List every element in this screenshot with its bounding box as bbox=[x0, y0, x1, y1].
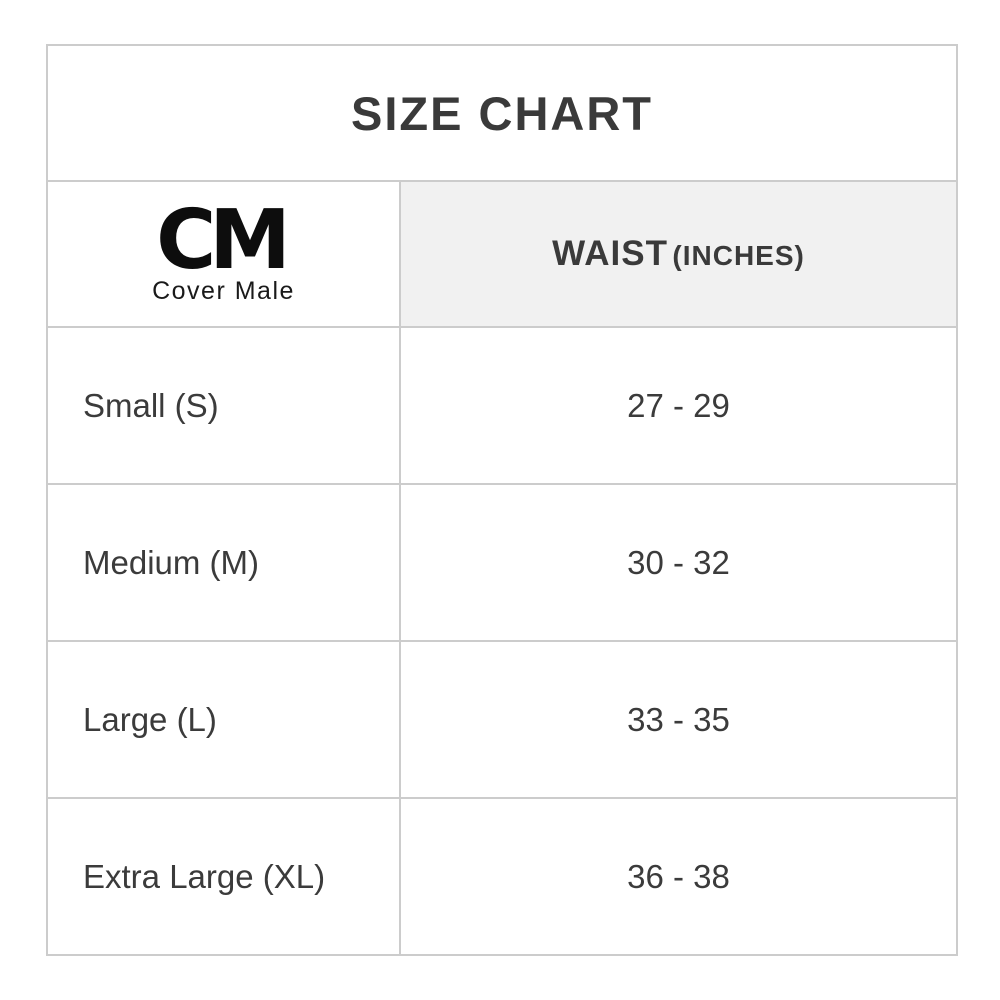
size-label: Large (L) bbox=[46, 640, 401, 799]
table-row: Small (S) 27 - 29 bbox=[46, 326, 958, 485]
table-row: Extra Large (XL) 36 - 38 bbox=[46, 797, 958, 956]
title-row: SIZE CHART bbox=[46, 44, 958, 182]
table-row: Medium (M) 30 - 32 bbox=[46, 483, 958, 642]
size-chart-table: SIZE CHART CM Cover Male WAIST (INCHES) … bbox=[46, 44, 958, 956]
size-label: Extra Large (XL) bbox=[46, 797, 401, 956]
table-row: Large (L) 33 - 35 bbox=[46, 640, 958, 799]
brand-logo-cell: CM Cover Male bbox=[46, 180, 401, 328]
size-label: Medium (M) bbox=[46, 483, 401, 642]
size-label: Small (S) bbox=[46, 326, 401, 485]
waist-header-label: WAIST bbox=[552, 234, 668, 273]
page-title: SIZE CHART bbox=[46, 44, 958, 182]
waist-value: 30 - 32 bbox=[399, 483, 958, 642]
waist-value: 33 - 35 bbox=[399, 640, 958, 799]
brand-logo-icon: CM bbox=[156, 192, 291, 288]
header-row: CM Cover Male WAIST (INCHES) bbox=[46, 180, 958, 328]
waist-value: 27 - 29 bbox=[399, 326, 958, 485]
waist-column-header: WAIST (INCHES) bbox=[399, 180, 958, 328]
waist-value: 36 - 38 bbox=[399, 797, 958, 956]
brand-name-label: Cover Male bbox=[152, 277, 295, 306]
waist-header-unit: (INCHES) bbox=[672, 240, 805, 271]
